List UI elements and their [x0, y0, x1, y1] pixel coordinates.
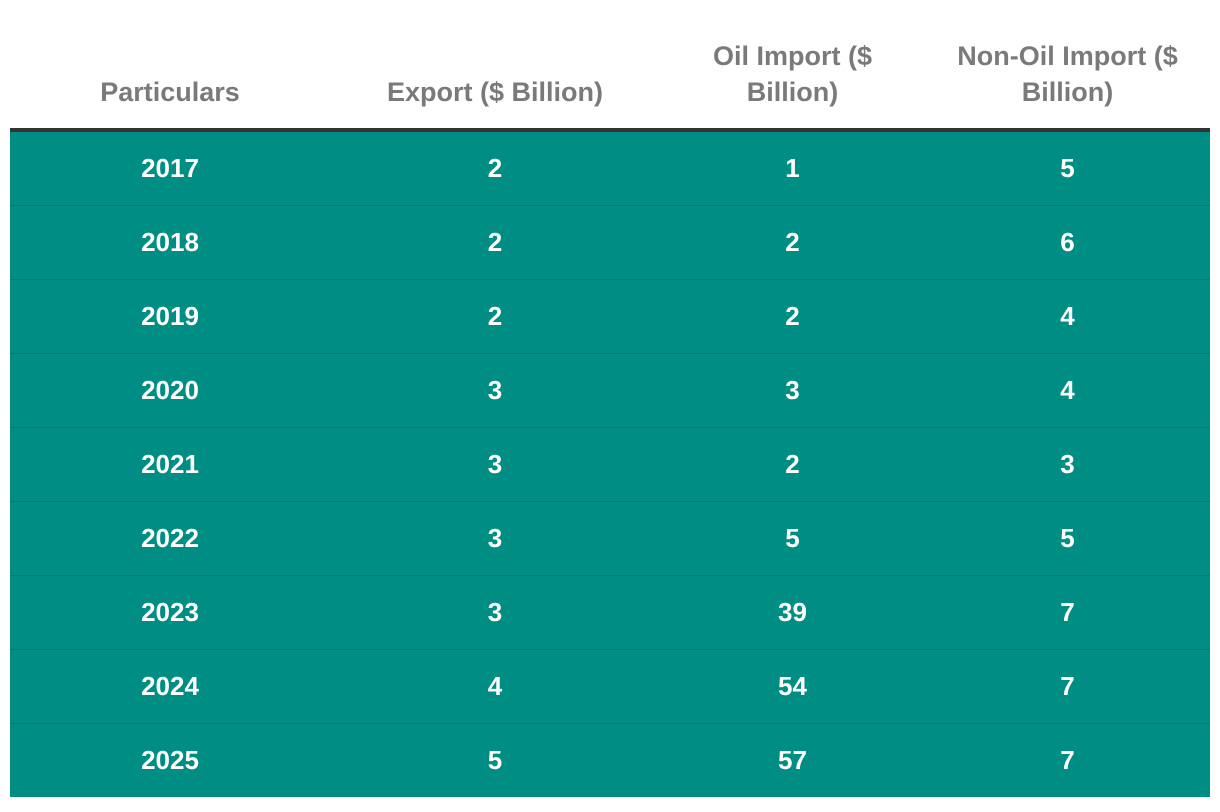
value-cell: 3: [925, 427, 1210, 502]
table-row: 2018 2 2 6: [10, 205, 1210, 280]
value-cell: 4: [925, 279, 1210, 354]
value-cell: 2: [330, 205, 660, 280]
value-cell: 5: [925, 501, 1210, 576]
value-cell: 4: [925, 353, 1210, 428]
column-header: Oil Import ($ Billion): [660, 38, 925, 132]
year-cell: 2018: [10, 205, 330, 280]
value-cell: 7: [925, 575, 1210, 650]
year-cell: 2024: [10, 649, 330, 724]
value-cell: 2: [660, 205, 925, 280]
column-header: Particulars: [10, 38, 330, 132]
trade-table: Particulars Export ($ Billion) Oil Impor…: [10, 38, 1210, 797]
header-row: Particulars Export ($ Billion) Oil Impor…: [10, 38, 1210, 132]
value-cell: 54: [660, 649, 925, 724]
year-cell: 2020: [10, 353, 330, 428]
value-cell: 57: [660, 723, 925, 797]
value-cell: 2: [660, 279, 925, 354]
value-cell: 1: [660, 130, 925, 206]
value-cell: 4: [330, 649, 660, 724]
table-row: 2019 2 2 4: [10, 279, 1210, 354]
table-row: 2017 2 1 5: [10, 130, 1210, 206]
value-cell: 3: [660, 353, 925, 428]
year-cell: 2021: [10, 427, 330, 502]
value-cell: 2: [330, 130, 660, 206]
value-cell: 6: [925, 205, 1210, 280]
year-cell: 2025: [10, 723, 330, 797]
year-cell: 2017: [10, 130, 330, 206]
column-header: Non-Oil Import ($ Billion): [925, 38, 1210, 132]
table-row: 2022 3 5 5: [10, 501, 1210, 576]
year-cell: 2019: [10, 279, 330, 354]
value-cell: 2: [330, 279, 660, 354]
value-cell: 3: [330, 501, 660, 576]
value-cell: 7: [925, 649, 1210, 724]
value-cell: 3: [330, 353, 660, 428]
value-cell: 5: [660, 501, 925, 576]
value-cell: 2: [660, 427, 925, 502]
value-cell: 5: [330, 723, 660, 797]
year-cell: 2022: [10, 501, 330, 576]
year-cell: 2023: [10, 575, 330, 650]
value-cell: 3: [330, 427, 660, 502]
table-row: 2023 3 39 7: [10, 575, 1210, 650]
table-row: 2020 3 3 4: [10, 353, 1210, 428]
value-cell: 5: [925, 130, 1210, 206]
value-cell: 39: [660, 575, 925, 650]
table-row: 2021 3 2 3: [10, 427, 1210, 502]
table-row: 2025 5 57 7: [10, 723, 1210, 797]
table-row: 2024 4 54 7: [10, 649, 1210, 724]
value-cell: 7: [925, 723, 1210, 797]
value-cell: 3: [330, 575, 660, 650]
column-header: Export ($ Billion): [330, 38, 660, 132]
